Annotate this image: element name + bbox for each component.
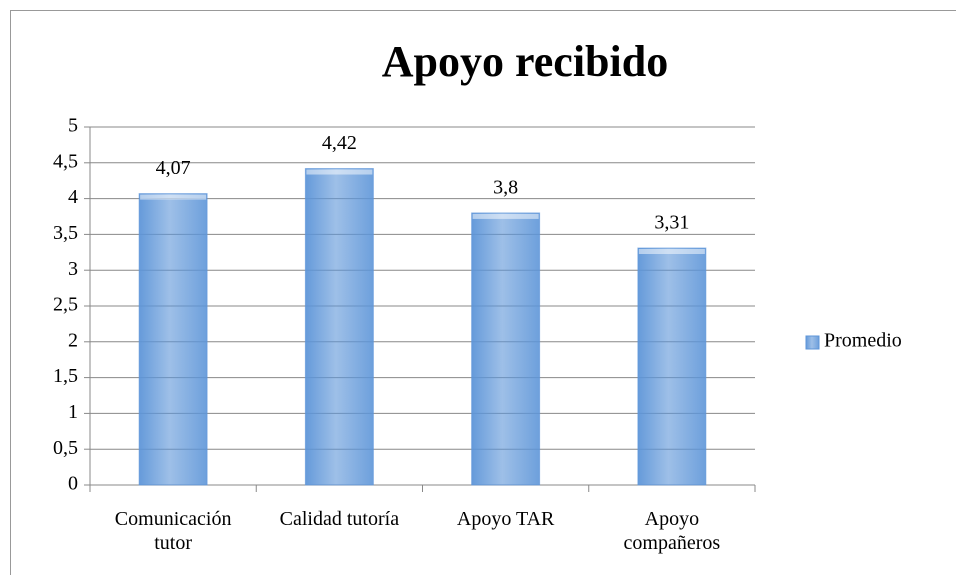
chart-frame bbox=[10, 10, 956, 575]
y-tick-label: 2 bbox=[68, 329, 78, 351]
legend-swatch bbox=[805, 335, 820, 350]
data-label: 4,07 bbox=[156, 157, 191, 179]
y-tick-label: 0,5 bbox=[53, 437, 78, 459]
y-tick-label: 4 bbox=[68, 186, 78, 208]
y-tick-label: 5 bbox=[68, 115, 78, 137]
y-tick-label: 3,5 bbox=[53, 222, 78, 244]
data-label: 4,42 bbox=[322, 132, 357, 154]
data-label: 3,8 bbox=[493, 177, 518, 199]
y-tick-label: 0 bbox=[68, 473, 78, 495]
bar-top bbox=[306, 169, 373, 175]
y-tick-label: 1,5 bbox=[53, 365, 78, 387]
y-tick-label: 3 bbox=[68, 258, 78, 280]
y-tick-label: 4,5 bbox=[53, 150, 78, 172]
bar-top bbox=[638, 249, 705, 255]
bar bbox=[637, 247, 707, 486]
y-tick-label: 1 bbox=[68, 401, 78, 423]
x-tick-label: Comunicación tutor bbox=[114, 508, 232, 554]
x-tick-label: Apoyo TAR bbox=[456, 508, 555, 530]
y-tick-label: 2,5 bbox=[53, 294, 78, 316]
bar-top bbox=[140, 194, 207, 200]
legend-label: Promedio bbox=[824, 330, 902, 352]
bar bbox=[471, 212, 541, 486]
data-label: 3,31 bbox=[654, 212, 689, 234]
chart-title: Apoyo recibido bbox=[382, 37, 668, 86]
x-tick-label: Calidad tutoría bbox=[279, 508, 400, 530]
bar bbox=[304, 168, 374, 486]
bar bbox=[138, 193, 208, 486]
x-tick-label: Apoyo compañeros bbox=[623, 508, 721, 554]
bar-top bbox=[472, 213, 539, 219]
